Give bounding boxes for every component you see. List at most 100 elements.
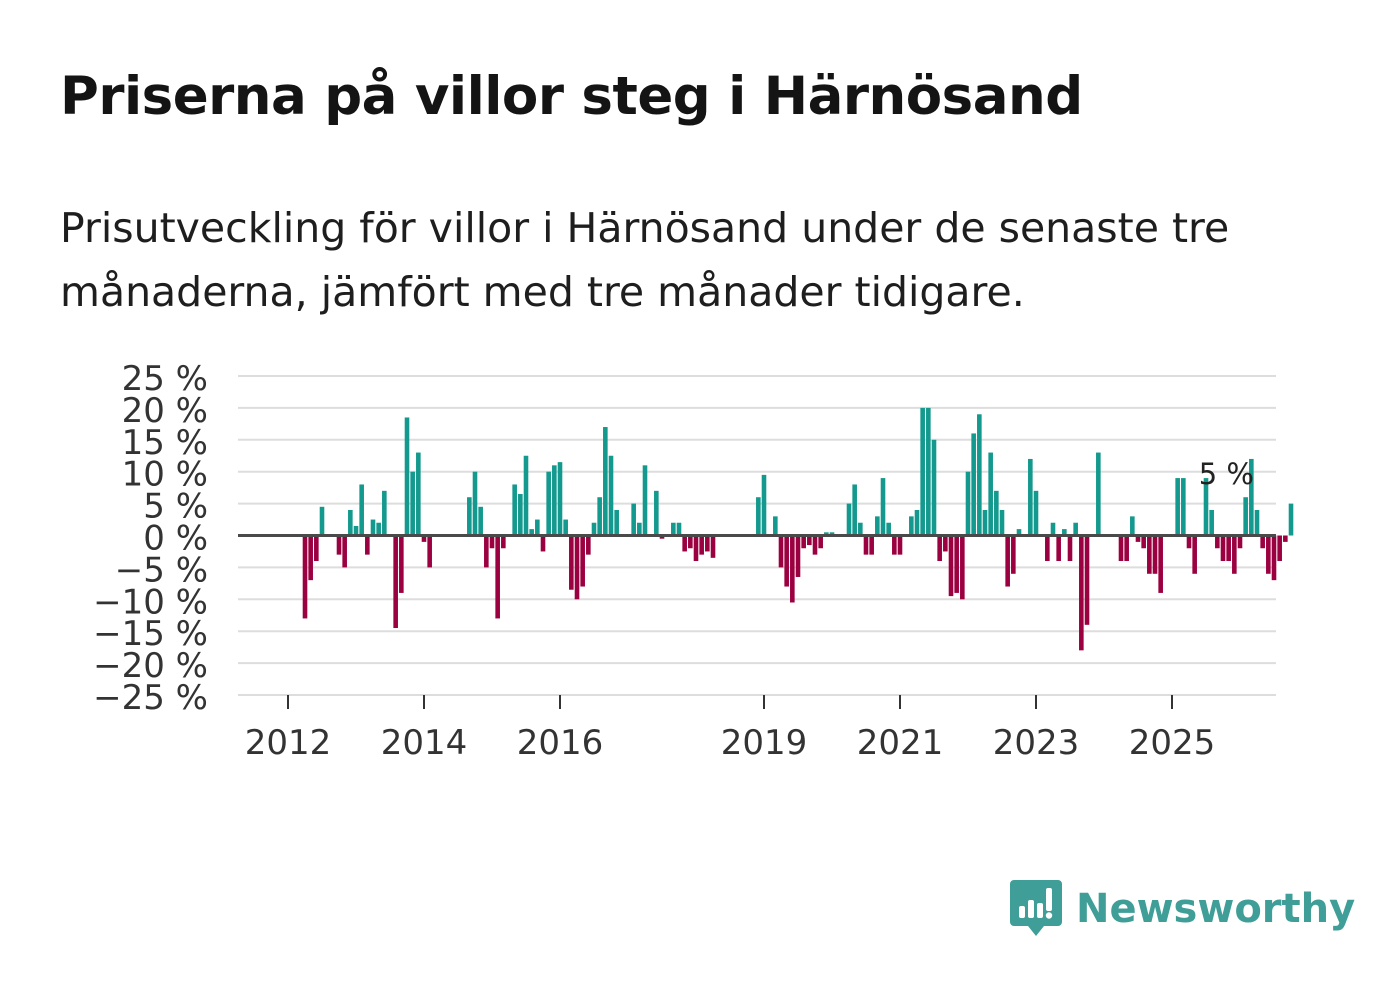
bar xyxy=(1243,497,1248,536)
bar xyxy=(308,535,313,581)
bar xyxy=(319,506,325,536)
bar xyxy=(597,497,602,536)
bar xyxy=(671,522,676,536)
bar xyxy=(495,535,500,619)
bar xyxy=(1056,535,1061,562)
bar xyxy=(404,417,410,536)
bar xyxy=(580,535,585,587)
bar xyxy=(540,535,546,552)
bar xyxy=(489,535,495,549)
bar xyxy=(937,535,942,562)
bar xyxy=(1158,535,1163,593)
bar xyxy=(926,407,931,536)
bar xyxy=(523,455,529,536)
bar xyxy=(886,522,891,536)
bar xyxy=(818,535,823,549)
bar xyxy=(1067,535,1073,562)
chart-subtitle: Prisutveckling för villor i Härnösand un… xyxy=(60,204,1230,316)
bar xyxy=(807,535,812,546)
bar xyxy=(1135,535,1141,542)
bar xyxy=(909,516,914,536)
bar xyxy=(1271,535,1277,581)
bar xyxy=(410,471,415,536)
y-tick-label: 20 % xyxy=(122,391,208,431)
bar xyxy=(1045,535,1050,562)
bar xyxy=(773,516,778,536)
y-tick-label: 15 % xyxy=(122,423,208,463)
bar xyxy=(518,494,523,536)
bar xyxy=(1147,535,1152,574)
bar xyxy=(1073,522,1078,536)
bar xyxy=(869,535,874,555)
bar xyxy=(1079,535,1084,651)
bar xyxy=(756,497,761,536)
bar xyxy=(1283,535,1288,542)
bar xyxy=(977,414,982,536)
bar xyxy=(1288,503,1294,536)
bar xyxy=(478,506,483,536)
bar xyxy=(1096,452,1101,536)
bar xyxy=(512,484,517,536)
bar xyxy=(943,535,948,552)
bar xyxy=(501,535,506,549)
x-tick-label: 2023 xyxy=(993,723,1080,763)
bar xyxy=(546,471,551,536)
bar xyxy=(608,455,614,536)
bar xyxy=(863,535,869,555)
bar xyxy=(1130,516,1135,536)
bar xyxy=(1209,509,1214,536)
bar xyxy=(892,535,897,555)
bar xyxy=(676,522,682,536)
bar xyxy=(693,535,699,562)
bar xyxy=(472,471,478,536)
y-tick-label: −20 % xyxy=(93,646,208,686)
bar xyxy=(705,535,710,552)
bar xyxy=(1016,529,1022,536)
bar xyxy=(382,490,387,536)
bar xyxy=(574,535,580,600)
bar xyxy=(1260,535,1265,549)
newsworthy-logo-icon xyxy=(1010,880,1062,936)
bar xyxy=(965,471,971,536)
bar xyxy=(1141,535,1146,549)
bar xyxy=(1028,458,1033,536)
chart-title: Priserna på villor steg i Härnösand xyxy=(60,66,1083,127)
bar xyxy=(399,535,404,593)
bar xyxy=(302,535,308,619)
bar xyxy=(699,535,704,555)
bar xyxy=(801,535,806,549)
bar xyxy=(642,465,648,536)
bar xyxy=(999,509,1005,536)
bar xyxy=(614,509,619,536)
x-tick-label: 2014 xyxy=(381,723,468,763)
bar xyxy=(365,535,370,555)
bar xyxy=(552,465,557,536)
bar xyxy=(1033,490,1039,536)
bar xyxy=(1203,478,1209,536)
bar xyxy=(637,522,642,536)
y-tick-label: −15 % xyxy=(93,614,208,654)
bar xyxy=(359,484,364,536)
bar xyxy=(795,535,801,577)
brand-name: Newsworthy xyxy=(1076,886,1356,932)
x-tick-label: 2019 xyxy=(721,723,808,763)
bar xyxy=(852,484,857,536)
bar xyxy=(416,452,421,536)
bar xyxy=(370,519,376,536)
y-tick-label: 10 % xyxy=(122,455,208,495)
x-tick-label: 2021 xyxy=(857,723,944,763)
bar xyxy=(824,532,829,536)
bar xyxy=(1254,509,1260,536)
bar xyxy=(1062,529,1067,536)
bar xyxy=(682,535,687,552)
y-tick-label: 25 % xyxy=(122,359,208,399)
bar xyxy=(353,525,359,536)
bar xyxy=(914,509,920,536)
newsworthy-logo[interactable]: Newsworthy xyxy=(1010,878,1355,940)
bar xyxy=(314,535,319,562)
bar xyxy=(427,535,432,568)
bar xyxy=(858,522,863,536)
bar xyxy=(591,522,597,536)
bar xyxy=(812,535,818,555)
bar xyxy=(631,503,636,536)
